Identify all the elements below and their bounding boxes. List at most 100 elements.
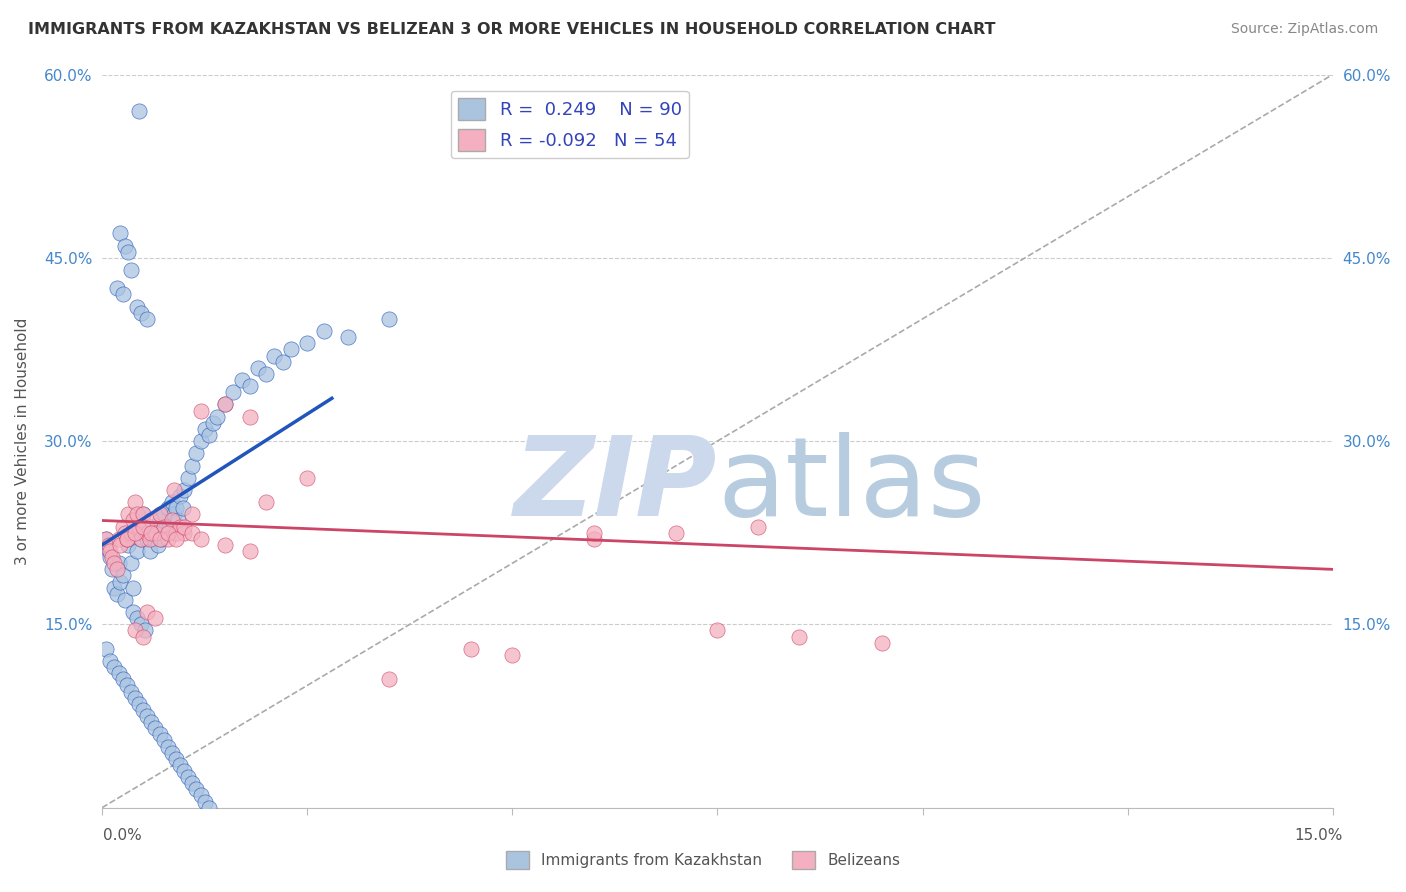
Point xyxy=(124,525,146,540)
Point xyxy=(181,525,204,540)
Point xyxy=(190,403,212,417)
Point xyxy=(205,409,228,424)
Point xyxy=(132,630,155,644)
Point xyxy=(148,508,170,522)
Point xyxy=(96,532,118,546)
Point xyxy=(101,550,124,565)
Point xyxy=(141,525,163,540)
Point xyxy=(163,508,186,522)
Point xyxy=(98,550,121,565)
Point xyxy=(165,532,187,546)
Point xyxy=(460,641,482,656)
Point xyxy=(231,373,253,387)
Point xyxy=(165,501,187,516)
Point xyxy=(111,568,134,582)
Point xyxy=(194,422,217,436)
Point xyxy=(136,311,159,326)
Point xyxy=(132,508,155,522)
Point xyxy=(160,746,183,760)
Text: 15.0%: 15.0% xyxy=(1295,828,1343,843)
Point xyxy=(111,673,134,687)
Point xyxy=(131,306,153,320)
Point xyxy=(186,782,208,797)
Point xyxy=(131,617,153,632)
Point xyxy=(297,336,319,351)
Point xyxy=(222,385,245,400)
Point xyxy=(132,519,155,533)
Point xyxy=(96,641,118,656)
Point xyxy=(201,416,224,430)
Point xyxy=(145,721,167,735)
Point xyxy=(152,733,174,747)
Point xyxy=(108,227,131,241)
Point xyxy=(169,489,191,503)
Point xyxy=(131,532,153,546)
Point xyxy=(194,795,217,809)
Point xyxy=(165,752,187,766)
Point xyxy=(122,514,145,528)
Point xyxy=(378,311,401,326)
Point xyxy=(145,611,167,625)
Point xyxy=(107,556,129,570)
Point xyxy=(97,538,120,552)
Text: 0.0%: 0.0% xyxy=(103,828,142,843)
Point xyxy=(117,508,139,522)
Point xyxy=(136,709,159,723)
Point xyxy=(150,532,173,546)
Point xyxy=(122,605,145,619)
Point xyxy=(337,330,360,344)
Text: atlas: atlas xyxy=(717,432,986,539)
Point xyxy=(125,611,148,625)
Point xyxy=(125,508,148,522)
Point xyxy=(98,654,121,668)
Point xyxy=(148,532,170,546)
Point xyxy=(665,525,688,540)
Point xyxy=(107,532,129,546)
Point xyxy=(124,624,146,638)
Point xyxy=(190,434,212,448)
Text: Source: ZipAtlas.com: Source: ZipAtlas.com xyxy=(1230,22,1378,37)
Point xyxy=(128,104,150,119)
Point xyxy=(101,562,124,576)
Point xyxy=(156,525,179,540)
Point xyxy=(120,684,142,698)
Point xyxy=(172,501,194,516)
Point xyxy=(131,532,153,546)
Point xyxy=(117,244,139,259)
Point xyxy=(190,789,212,803)
Point xyxy=(125,544,148,558)
Point xyxy=(111,287,134,301)
Point xyxy=(120,525,142,540)
Point xyxy=(115,678,138,692)
Point xyxy=(138,544,160,558)
Point xyxy=(583,532,606,546)
Point xyxy=(128,697,150,711)
Point xyxy=(501,648,523,662)
Point xyxy=(706,624,728,638)
Point xyxy=(173,519,195,533)
Point xyxy=(136,525,159,540)
Point xyxy=(239,409,262,424)
Point xyxy=(214,397,236,411)
Point xyxy=(152,519,174,533)
Point xyxy=(134,525,156,540)
Point xyxy=(155,519,177,533)
Point xyxy=(115,532,138,546)
Point xyxy=(115,532,138,546)
Legend: R =  0.249    N = 90, R = -0.092   N = 54: R = 0.249 N = 90, R = -0.092 N = 54 xyxy=(451,91,689,159)
Point xyxy=(142,532,165,546)
Point xyxy=(120,556,142,570)
Point xyxy=(105,587,128,601)
Point xyxy=(114,525,136,540)
Point xyxy=(136,605,159,619)
Point xyxy=(107,666,129,681)
Point xyxy=(124,495,146,509)
Point xyxy=(160,514,183,528)
Point xyxy=(114,238,136,252)
Point xyxy=(148,514,170,528)
Point xyxy=(166,514,188,528)
Point xyxy=(214,538,236,552)
Point xyxy=(117,538,139,552)
Point xyxy=(169,757,191,772)
Point xyxy=(128,519,150,533)
